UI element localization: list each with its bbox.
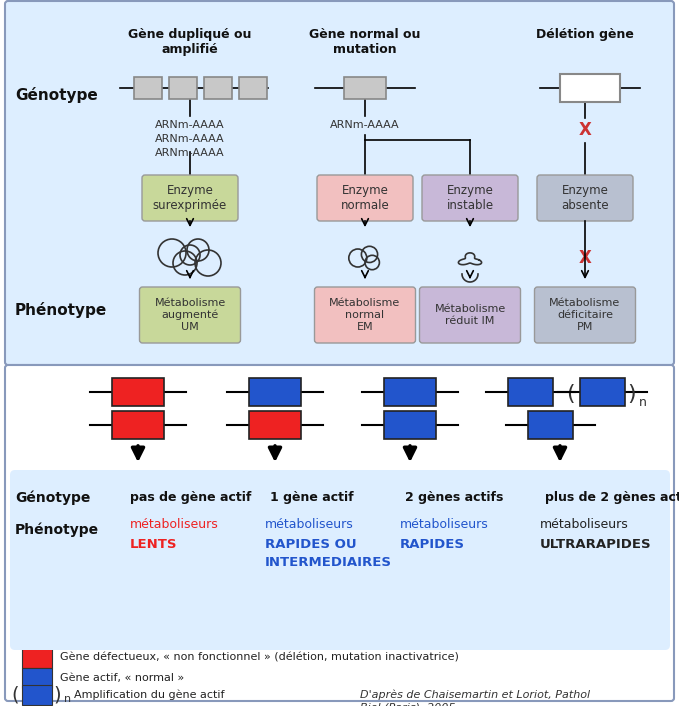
Text: INTERMEDIAIRES: INTERMEDIAIRES <box>265 556 392 568</box>
Text: Gène défectueux, « non fonctionnel » (délétion, mutation inactivatrice): Gène défectueux, « non fonctionnel » (dé… <box>60 653 459 663</box>
FancyBboxPatch shape <box>169 77 197 99</box>
Text: métaboliseurs: métaboliseurs <box>540 518 629 532</box>
Text: pas de gène actif: pas de gène actif <box>130 491 251 505</box>
Text: LENTS: LENTS <box>130 539 177 551</box>
Text: X: X <box>579 249 591 267</box>
Text: Gène normal ou
mutation: Gène normal ou mutation <box>310 28 421 56</box>
Text: (: ( <box>566 384 574 404</box>
FancyBboxPatch shape <box>560 74 620 102</box>
FancyBboxPatch shape <box>420 287 521 343</box>
Text: ARNm-AAAA: ARNm-AAAA <box>330 120 400 130</box>
FancyBboxPatch shape <box>10 470 670 650</box>
Text: plus de 2 gènes actifs: plus de 2 gènes actifs <box>545 491 679 505</box>
FancyBboxPatch shape <box>317 175 413 221</box>
Text: Génotype: Génotype <box>15 491 90 505</box>
Text: ): ) <box>53 686 61 705</box>
Text: 1 gène actif: 1 gène actif <box>270 491 354 505</box>
Text: Enzyme
normale: Enzyme normale <box>341 184 389 212</box>
Text: Gène actif, « normal »: Gène actif, « normal » <box>60 673 184 683</box>
Text: ARNm-AAAA
ARNm-AAAA
ARNm-AAAA: ARNm-AAAA ARNm-AAAA ARNm-AAAA <box>155 120 225 158</box>
Text: Gène dupliqué ou
amplifié: Gène dupliqué ou amplifié <box>128 28 252 56</box>
Text: métaboliseurs: métaboliseurs <box>130 518 219 532</box>
FancyBboxPatch shape <box>5 1 674 365</box>
FancyBboxPatch shape <box>22 668 52 688</box>
Text: Métabolisme
réduit IM: Métabolisme réduit IM <box>435 304 506 325</box>
Text: Métabolisme
déficitaire
PM: Métabolisme déficitaire PM <box>549 299 621 332</box>
Text: Amplification du gène actif: Amplification du gène actif <box>74 690 225 700</box>
FancyBboxPatch shape <box>422 175 518 221</box>
FancyBboxPatch shape <box>204 77 232 99</box>
FancyBboxPatch shape <box>239 77 267 99</box>
FancyBboxPatch shape <box>537 175 633 221</box>
Text: D'après de Chaisemartin et Loriot, Pathol
Biol (Paris), 2005: D'après de Chaisemartin et Loriot, Patho… <box>360 690 590 706</box>
Text: Enzyme
instable: Enzyme instable <box>446 184 494 212</box>
Text: Phénotype: Phénotype <box>15 302 107 318</box>
FancyBboxPatch shape <box>22 685 52 705</box>
Text: ): ) <box>627 384 636 404</box>
FancyBboxPatch shape <box>314 287 416 343</box>
Text: ULTRARAPIDES: ULTRARAPIDES <box>540 539 652 551</box>
Text: X: X <box>579 121 591 139</box>
Text: n: n <box>639 395 647 409</box>
Text: Enzyme
surexprimée: Enzyme surexprimée <box>153 184 227 212</box>
Text: n: n <box>64 694 71 704</box>
Text: Génotype: Génotype <box>15 87 98 103</box>
FancyBboxPatch shape <box>384 378 436 406</box>
FancyBboxPatch shape <box>344 77 386 99</box>
Text: Phénotype: Phénotype <box>15 522 99 537</box>
Text: Métabolisme
augmenté
UM: Métabolisme augmenté UM <box>154 298 225 332</box>
FancyBboxPatch shape <box>534 287 636 343</box>
FancyBboxPatch shape <box>134 77 162 99</box>
Text: (: ( <box>12 686 19 705</box>
FancyBboxPatch shape <box>528 411 572 439</box>
Text: Délétion gène: Délétion gène <box>536 28 634 41</box>
Text: 2 gènes actifs: 2 gènes actifs <box>405 491 503 505</box>
Text: métaboliseurs: métaboliseurs <box>400 518 489 532</box>
FancyBboxPatch shape <box>507 378 553 406</box>
FancyBboxPatch shape <box>112 411 164 439</box>
Text: Enzyme
absente: Enzyme absente <box>561 184 609 212</box>
FancyBboxPatch shape <box>249 411 301 439</box>
Text: Métabolisme
normal
EM: Métabolisme normal EM <box>329 299 401 332</box>
Text: RAPIDES: RAPIDES <box>400 539 465 551</box>
FancyBboxPatch shape <box>5 365 674 701</box>
Text: métaboliseurs: métaboliseurs <box>265 518 354 532</box>
FancyBboxPatch shape <box>142 175 238 221</box>
FancyBboxPatch shape <box>579 378 625 406</box>
FancyBboxPatch shape <box>112 378 164 406</box>
Text: RAPIDES OU: RAPIDES OU <box>265 539 356 551</box>
FancyBboxPatch shape <box>384 411 436 439</box>
FancyBboxPatch shape <box>139 287 240 343</box>
FancyBboxPatch shape <box>22 648 52 668</box>
FancyBboxPatch shape <box>249 378 301 406</box>
